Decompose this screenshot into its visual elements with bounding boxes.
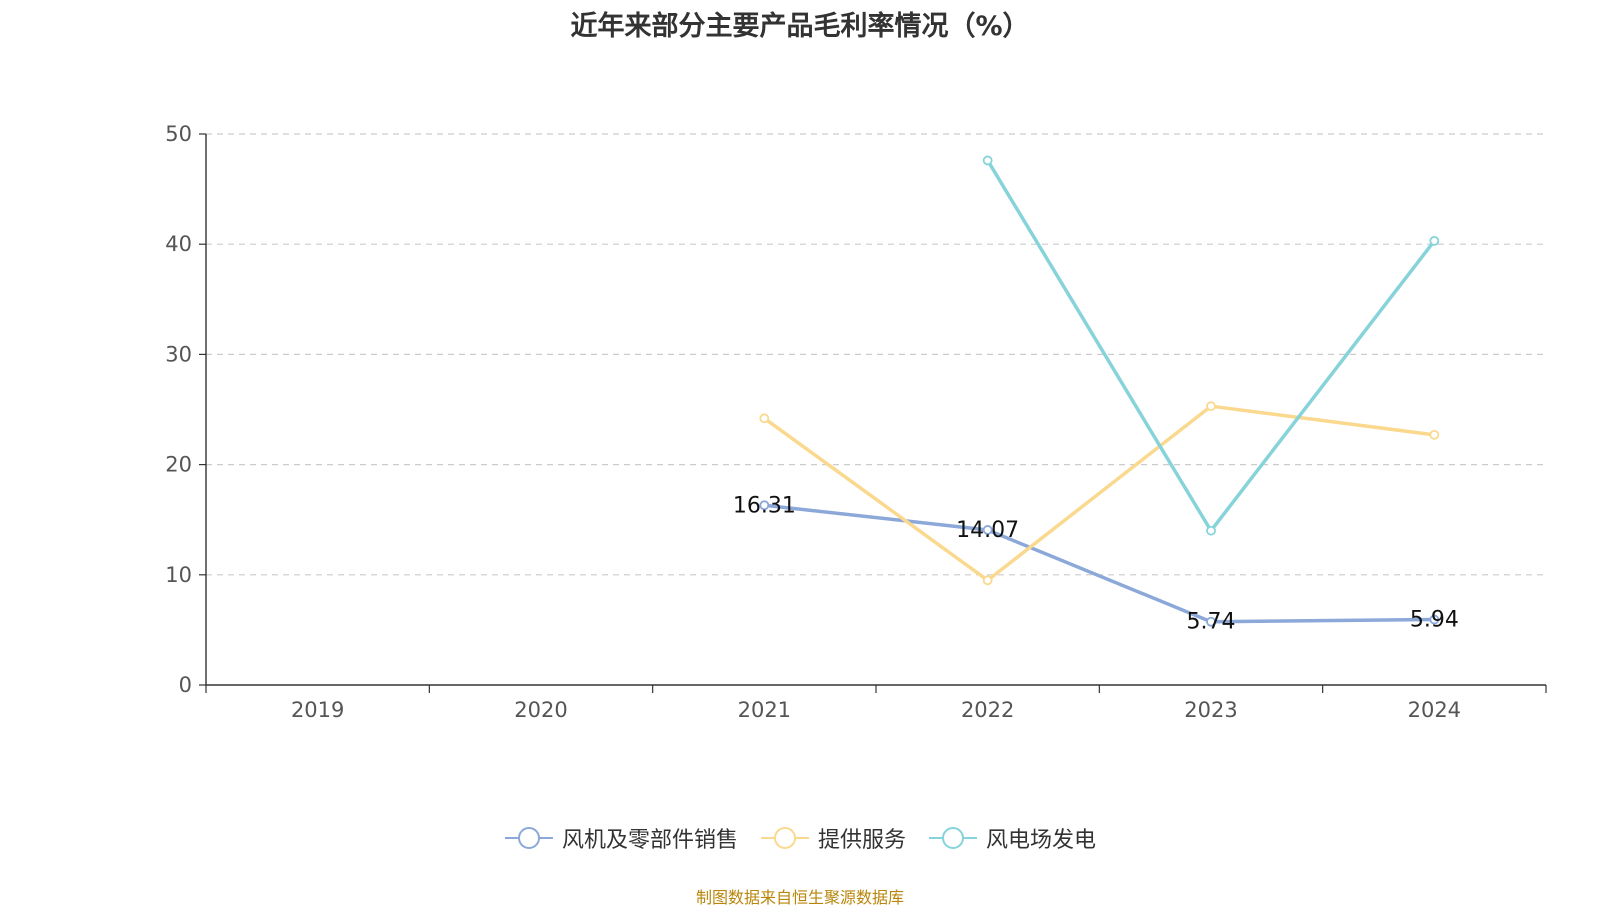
data-point: [982, 575, 993, 586]
x-tick-label: 2024: [1408, 698, 1461, 722]
legend-item[interactable]: 风电场发电: [928, 822, 1096, 854]
x-tick-label: 2020: [514, 698, 567, 722]
source-note: 制图数据来自恒生聚源数据库: [695, 888, 904, 907]
data-point: [1206, 616, 1216, 627]
legend-marker: [929, 827, 977, 849]
grid-lines: [206, 133, 1546, 576]
x-tick-label: 2022: [961, 698, 1014, 722]
x-tick-label: 2019: [291, 698, 344, 722]
data-label: 14.07: [956, 518, 1019, 543]
series-line: [762, 404, 1437, 583]
data-label: 16.31: [733, 493, 796, 518]
axes: 0 10 20 30 40 50 2019 2020 2021 2022 2023 2024: [165, 122, 1547, 722]
legend-marker: [760, 827, 809, 849]
legend: 风机及零部件销售 提供服务 风电场发电: [0, 822, 1600, 854]
data-point: [1206, 401, 1216, 412]
legend-item[interactable]: 风机及零部件销售: [504, 822, 738, 854]
data-point: [1429, 235, 1440, 246]
data-point: [982, 525, 993, 535]
legend-marker: [504, 827, 553, 849]
series-line: [762, 503, 1437, 624]
x-tick-label: 2023: [1184, 698, 1237, 722]
data-label: 5.94: [1410, 608, 1459, 633]
data-label: 5.74: [1187, 610, 1236, 635]
legend-label: 风电场发电: [986, 828, 1097, 853]
data-point: [1429, 614, 1440, 625]
series-line: [985, 158, 1437, 533]
y-tick-label: 10: [165, 563, 192, 587]
chart-title: 近年来部分主要产品毛利率情况（%）: [570, 11, 1030, 42]
y-tick-label: 20: [165, 453, 192, 477]
data-point: [759, 413, 770, 424]
data-point: [759, 500, 770, 511]
legend-label: 提供服务: [817, 828, 906, 853]
legend-label: 风机及零部件销售: [561, 828, 738, 853]
series-lines: [759, 155, 1440, 627]
data-labels: 16.31 14.07 5.74 5.94: [733, 493, 1459, 634]
y-tick-label: 30: [165, 342, 192, 366]
legend-item[interactable]: 提供服务: [760, 822, 906, 854]
y-tick-label: 50: [165, 122, 192, 146]
data-point: [982, 155, 993, 166]
x-tick-label: 2021: [738, 698, 791, 722]
data-point: [1206, 525, 1216, 536]
y-tick-label: 0: [179, 673, 192, 697]
data-point: [1429, 429, 1440, 440]
y-tick-label: 40: [165, 232, 192, 256]
